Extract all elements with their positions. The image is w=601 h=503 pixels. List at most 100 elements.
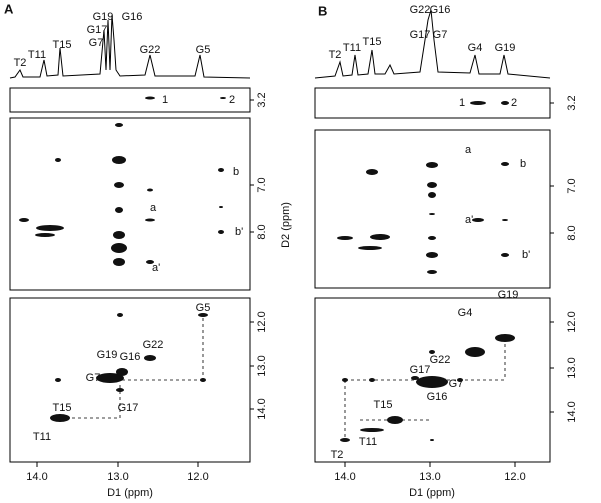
region-label: a' — [152, 262, 160, 274]
peak-label: T11 — [359, 436, 377, 448]
peak-label: G17 — [410, 29, 431, 41]
peak — [36, 225, 64, 231]
peak-label: T11 — [28, 49, 46, 61]
peak-label: T15 — [374, 399, 393, 411]
peak-label: G7 — [433, 29, 448, 41]
peak — [502, 219, 508, 221]
peak — [501, 253, 509, 257]
peak — [219, 206, 223, 208]
peak — [144, 355, 156, 361]
peak — [220, 97, 226, 99]
peak — [501, 101, 509, 105]
peak — [501, 162, 509, 166]
peak-label: G19 — [495, 42, 516, 54]
peak-label: G16 — [427, 391, 448, 403]
spectrum — [314, 9, 551, 79]
peak — [358, 246, 382, 250]
peak — [218, 168, 224, 172]
peak-label: T11 — [343, 42, 361, 54]
panel-label: B — [318, 3, 327, 18]
peak — [146, 260, 154, 264]
y-tick-label: 13.0 — [256, 355, 268, 376]
y-tick-label: 14.0 — [256, 398, 268, 419]
x-tick-label: 13.0 — [107, 471, 128, 483]
peak — [416, 376, 448, 388]
peak — [428, 236, 436, 240]
region-box — [9, 117, 251, 291]
peak — [427, 270, 437, 274]
peak — [429, 213, 435, 215]
peak-label: G22 — [140, 44, 161, 56]
peak — [145, 218, 155, 222]
peak — [342, 378, 348, 382]
peak-label: G22 — [430, 354, 451, 366]
peak-label: G19 — [97, 349, 118, 361]
peak — [55, 158, 61, 162]
x-tick-label: 14.0 — [26, 471, 47, 483]
peak — [113, 258, 125, 266]
strip-label: 2 — [511, 97, 517, 109]
peak — [115, 123, 123, 127]
peak — [427, 182, 437, 188]
peak — [360, 428, 384, 432]
imino-box — [314, 297, 551, 463]
y-axis-label: D2 (ppm) — [280, 202, 292, 248]
strip-label: 1 — [162, 94, 168, 106]
region-label: b — [520, 158, 526, 170]
peak-label: G5 — [196, 302, 211, 314]
peak — [429, 350, 435, 354]
peak — [111, 243, 127, 253]
peak — [55, 378, 61, 382]
region-label: b' — [235, 226, 243, 238]
peak — [116, 388, 124, 392]
peak — [387, 416, 403, 424]
y-tick-label: 7.0 — [256, 177, 268, 192]
strip-label: 1 — [459, 97, 465, 109]
x-tick-label: 12.0 — [504, 471, 525, 483]
x-axis-label: D1 (ppm) — [409, 487, 455, 499]
peak — [465, 347, 485, 357]
y-tick-label: 12.0 — [566, 311, 578, 332]
peak — [218, 230, 224, 234]
x-tick-label: 13.0 — [419, 471, 440, 483]
peak-label: G4 — [458, 307, 473, 319]
peak-label: T15 — [53, 402, 72, 414]
peak-label: G7 — [449, 378, 464, 390]
peak — [198, 313, 208, 317]
peak — [426, 162, 438, 168]
peak-label: G7 — [86, 372, 101, 384]
peak — [117, 313, 123, 317]
peak — [369, 378, 375, 382]
x-tick-label: 14.0 — [334, 471, 355, 483]
y-tick-label: 3.2 — [256, 92, 268, 107]
peak — [50, 414, 70, 422]
peak — [200, 378, 206, 382]
y-tick-label: 8.0 — [566, 225, 578, 240]
peak-label: T2 — [14, 57, 27, 69]
peak — [115, 207, 123, 213]
peak — [114, 182, 124, 188]
region-box — [314, 129, 551, 289]
strip-box — [9, 87, 251, 113]
peak-label: G17 — [87, 24, 108, 36]
peak — [426, 252, 438, 258]
region-label: a — [150, 202, 157, 214]
peak — [96, 373, 124, 383]
y-tick-label: 8.0 — [256, 224, 268, 239]
y-tick-label: 7.0 — [566, 178, 578, 193]
peak-label: T15 — [363, 36, 382, 48]
peak-label: T15 — [53, 39, 72, 51]
peak — [145, 96, 155, 100]
peak — [470, 101, 486, 105]
peak-label: G22 — [143, 339, 164, 351]
peak — [428, 192, 436, 198]
peak-label: G17 — [410, 364, 431, 376]
peak-label: G16 — [430, 4, 451, 16]
x-tick-label: 12.0 — [187, 471, 208, 483]
peak-label: G19 — [498, 289, 519, 301]
region-label: b — [233, 166, 239, 178]
peak-label: G4 — [468, 42, 483, 54]
peak-label: G16 — [120, 351, 141, 363]
peak — [147, 188, 153, 192]
